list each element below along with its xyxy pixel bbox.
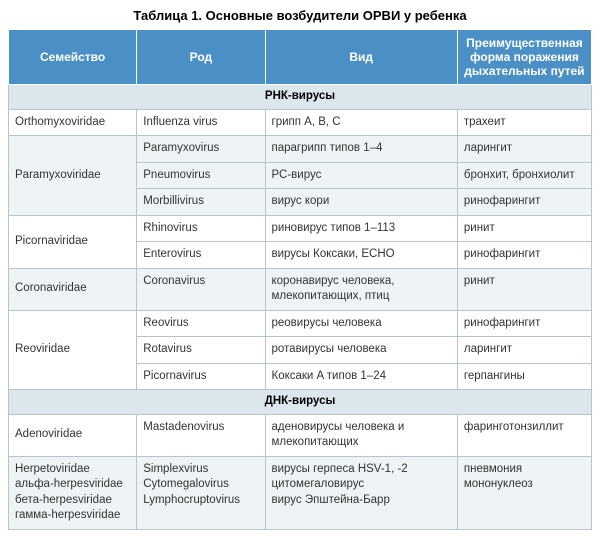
cell-species: ротавирусы человека xyxy=(265,337,457,364)
cell-species: вирусы герпеса HSV-1, -2цитомегаловирусв… xyxy=(265,456,457,529)
cell-genus: Reovirus xyxy=(137,310,265,337)
cell-species: грипп A, B, C xyxy=(265,109,457,136)
cell-genus: Picornavirus xyxy=(137,363,265,390)
cell-genus: Morbillivirus xyxy=(137,189,265,216)
cell-family: Coronaviridae xyxy=(9,268,137,310)
table-row: CoronaviridaeCoronavirusкоронавирус чело… xyxy=(9,268,592,310)
cell-form: пневмониямононуклеоз xyxy=(457,456,591,529)
cell-species: коронавирус человека, млекопитающих, пти… xyxy=(265,268,457,310)
section-row: РНК-вирусы xyxy=(9,85,592,110)
cell-species: вирус кори xyxy=(265,189,457,216)
cell-family: Herpetoviridaeальфа-herpesviridaeбета-he… xyxy=(9,456,137,529)
cell-form: ринофарингит xyxy=(457,189,591,216)
table-row: AdenoviridaeMastadenovirusаденовирусы че… xyxy=(9,414,592,456)
table-row: OrthomyxoviridaeInfluenza virusгрипп A, … xyxy=(9,109,592,136)
table-row: Herpetoviridaeальфа-herpesviridaeбета-he… xyxy=(9,456,592,529)
cell-genus: Enterovirus xyxy=(137,242,265,269)
col-genus: Род xyxy=(137,30,265,85)
col-species: Вид xyxy=(265,30,457,85)
cell-species: реовирусы человека xyxy=(265,310,457,337)
cell-genus: Influenza virus xyxy=(137,109,265,136)
header-row: Семейство Род Вид Преимущественная форма… xyxy=(9,30,592,85)
virus-table: Семейство Род Вид Преимущественная форма… xyxy=(8,29,592,530)
section-label: РНК-вирусы xyxy=(9,85,592,110)
cell-genus: Pneumovirus xyxy=(137,162,265,189)
cell-genus: Rotavirus xyxy=(137,337,265,364)
cell-form: трахеит xyxy=(457,109,591,136)
cell-species: Коксаки A типов 1–24 xyxy=(265,363,457,390)
cell-species: РС-вирус xyxy=(265,162,457,189)
table-row: ReoviridaeReovirusреовирусы человекарино… xyxy=(9,310,592,337)
cell-genus: Rhinovirus xyxy=(137,215,265,242)
cell-family: Paramyxoviridae xyxy=(9,136,137,216)
cell-genus: Coronavirus xyxy=(137,268,265,310)
table-title: Таблица 1. Основные возбудители ОРВИ у р… xyxy=(8,8,592,23)
cell-form: ринофарингит xyxy=(457,310,591,337)
cell-form: ринит xyxy=(457,215,591,242)
cell-form: ларингит xyxy=(457,136,591,163)
cell-species: аденовирусы человека и млекопитающих xyxy=(265,414,457,456)
cell-form: герпангины xyxy=(457,363,591,390)
table-row: PicornaviridaeRhinovirusриновирус типов … xyxy=(9,215,592,242)
cell-form: ларингит xyxy=(457,337,591,364)
cell-family: Adenoviridae xyxy=(9,414,137,456)
cell-form: ринофарингит xyxy=(457,242,591,269)
cell-species: риновирус типов 1–113 xyxy=(265,215,457,242)
table-row: ParamyxoviridaeParamyxovirusпарагрипп ти… xyxy=(9,136,592,163)
cell-genus: Mastadenovirus xyxy=(137,414,265,456)
cell-genus: SimplexvirusCytomegalovirusLymphocruptov… xyxy=(137,456,265,529)
cell-genus: Paramyxovirus xyxy=(137,136,265,163)
cell-family: Picornaviridae xyxy=(9,215,137,268)
section-label: ДНК-вирусы xyxy=(9,390,592,415)
col-family: Семейство xyxy=(9,30,137,85)
cell-form: бронхит, бронхиолит xyxy=(457,162,591,189)
col-form: Преимущественная форма поражения дыхател… xyxy=(457,30,591,85)
cell-species: вирусы Коксаки, ЕСНО xyxy=(265,242,457,269)
section-row: ДНК-вирусы xyxy=(9,390,592,415)
cell-family: Orthomyxoviridae xyxy=(9,109,137,136)
cell-form: фаринготонзиллит xyxy=(457,414,591,456)
cell-species: парагрипп типов 1–4 xyxy=(265,136,457,163)
cell-family: Reoviridae xyxy=(9,310,137,390)
cell-form: ринит xyxy=(457,268,591,310)
